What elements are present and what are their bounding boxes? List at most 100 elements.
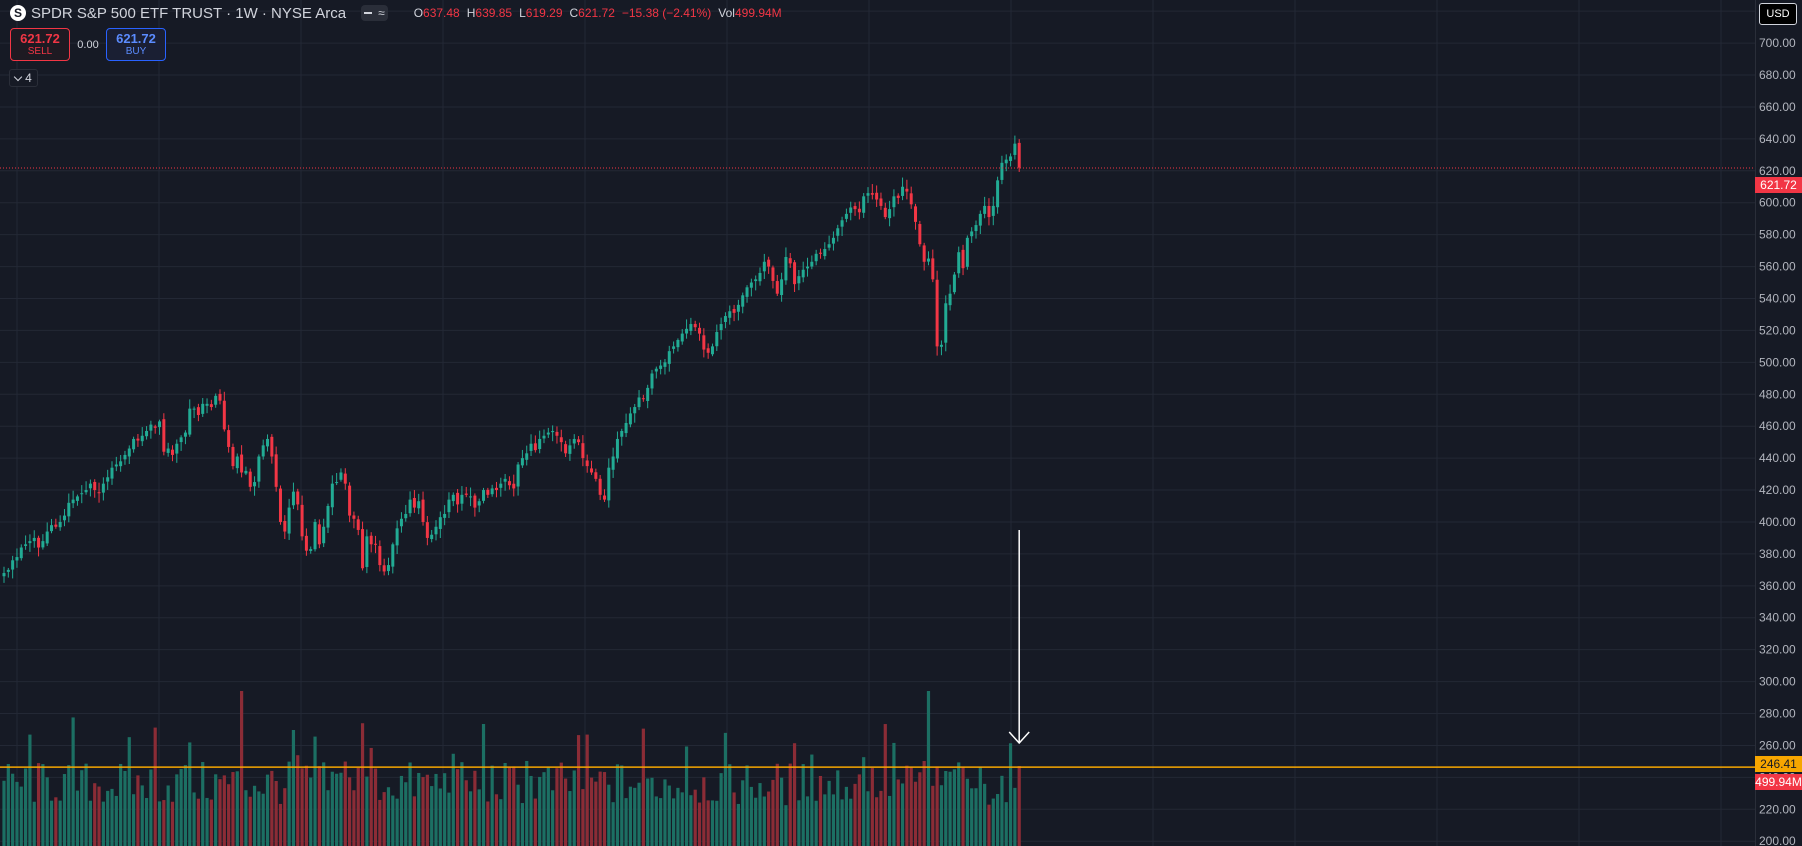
candle-body bbox=[698, 327, 702, 334]
candle-body bbox=[425, 522, 429, 538]
currency-button[interactable]: USD bbox=[1759, 3, 1797, 25]
volume-bar bbox=[196, 798, 200, 846]
candle-body bbox=[460, 494, 464, 504]
price-tick-label: 580.00 bbox=[1759, 228, 1796, 242]
volume-bar bbox=[106, 790, 110, 846]
volume-bar bbox=[6, 764, 10, 846]
legend-toggle-group[interactable]: ≈ bbox=[361, 5, 388, 21]
volume-bar bbox=[594, 781, 598, 846]
volume-bar bbox=[836, 770, 840, 846]
volume-bar bbox=[991, 798, 995, 846]
candle-body bbox=[762, 261, 766, 272]
indicators-toggle-button[interactable]: 4 bbox=[9, 69, 38, 87]
candle-body bbox=[507, 481, 511, 486]
volume-bar bbox=[697, 802, 702, 846]
ohlc-value: 639.85 bbox=[475, 6, 513, 20]
candle-body bbox=[477, 501, 481, 506]
candle-body bbox=[110, 467, 114, 479]
volume-bar bbox=[883, 724, 887, 846]
ohlc-value: 621.72 bbox=[578, 6, 615, 20]
sell-button[interactable]: 621.72 SELL bbox=[10, 28, 70, 61]
price-tick-label: 280.00 bbox=[1759, 707, 1796, 721]
volume-bar bbox=[28, 734, 32, 846]
candle-body bbox=[451, 494, 455, 502]
candle-body bbox=[857, 208, 861, 213]
candle-body bbox=[209, 404, 213, 408]
arrow-down-drawing[interactable] bbox=[1008, 530, 1030, 745]
volume-bar bbox=[352, 790, 356, 846]
minus-icon[interactable] bbox=[364, 12, 373, 14]
price-tick-label: 540.00 bbox=[1759, 291, 1796, 305]
candle-body bbox=[793, 262, 797, 285]
volume-bar bbox=[512, 766, 516, 846]
candle-body bbox=[443, 513, 447, 518]
candle-body bbox=[54, 524, 58, 527]
volume-bar bbox=[140, 785, 144, 846]
volume-bar bbox=[576, 735, 581, 846]
volume-bar bbox=[952, 769, 956, 846]
volume-bar bbox=[339, 772, 343, 846]
volume-bar bbox=[637, 782, 641, 846]
horizontal-line-tag[interactable]: 246.41 bbox=[1755, 756, 1802, 772]
candle-body bbox=[542, 435, 546, 439]
candle-body bbox=[119, 461, 123, 467]
volume-bar bbox=[620, 765, 624, 846]
price-tick-label: 420.00 bbox=[1759, 483, 1796, 497]
candle-body bbox=[430, 534, 434, 540]
volume-bar bbox=[585, 734, 589, 846]
volume-bar bbox=[823, 794, 827, 846]
volume-bar bbox=[412, 796, 416, 846]
candle-body bbox=[991, 205, 995, 216]
volume-bar bbox=[1013, 787, 1017, 846]
buy-button[interactable]: 621.72 BUY bbox=[106, 28, 166, 61]
volume-bar bbox=[944, 771, 948, 846]
candle-body bbox=[482, 490, 486, 501]
candle-body bbox=[598, 478, 602, 495]
price-chart[interactable] bbox=[0, 0, 1755, 846]
candle-body bbox=[689, 324, 693, 331]
volume-bar bbox=[913, 781, 918, 846]
candle-body bbox=[192, 408, 196, 410]
volume-bar bbox=[581, 789, 585, 846]
volume-bar bbox=[1008, 743, 1013, 846]
price-axis[interactable]: 720.00700.00680.00660.00640.00620.00600.… bbox=[1755, 0, 1802, 846]
volume-bar bbox=[624, 798, 628, 846]
candle-body bbox=[831, 237, 835, 244]
candle-body bbox=[330, 483, 334, 508]
volume-bar bbox=[996, 794, 1000, 846]
candle-body bbox=[883, 207, 887, 218]
volume-bar bbox=[641, 728, 645, 846]
volume-bar bbox=[689, 795, 693, 846]
volume-bars bbox=[2, 691, 1021, 846]
candle-body bbox=[62, 515, 66, 521]
volume-bar bbox=[555, 768, 559, 846]
volume-bar bbox=[931, 785, 935, 846]
candle-body bbox=[201, 403, 205, 414]
ohlc-key: O bbox=[413, 6, 424, 20]
symbol-title[interactable]: SPDR S&P 500 ETF TRUST · 1W · NYSE Arca bbox=[31, 4, 347, 22]
volume-bar bbox=[767, 791, 771, 846]
candle-body bbox=[926, 258, 930, 262]
volume-bar bbox=[222, 775, 226, 846]
volume-bar bbox=[244, 790, 248, 846]
approx-icon[interactable]: ≈ bbox=[378, 6, 385, 20]
volume-bar bbox=[391, 795, 395, 846]
volume-bar bbox=[684, 746, 689, 846]
volume-bar bbox=[723, 732, 728, 846]
arrow-head bbox=[1008, 731, 1030, 745]
chart-pane[interactable]: S SPDR S&P 500 ETF TRUST · 1W · NYSE Arc… bbox=[0, 0, 1755, 846]
volume-bar bbox=[343, 761, 347, 846]
volume-bar bbox=[551, 790, 555, 846]
candle-body bbox=[676, 339, 680, 348]
candle-body bbox=[50, 525, 54, 532]
candle-body bbox=[641, 398, 645, 400]
volume-bar bbox=[11, 773, 15, 846]
volume-bar bbox=[317, 766, 321, 846]
volume-bar bbox=[456, 769, 460, 846]
candle-body bbox=[58, 521, 62, 528]
volume-bar bbox=[525, 760, 529, 846]
volume-bar bbox=[24, 768, 28, 846]
candles bbox=[2, 135, 1021, 583]
candle-body bbox=[378, 546, 382, 566]
volume-bar bbox=[926, 691, 931, 846]
